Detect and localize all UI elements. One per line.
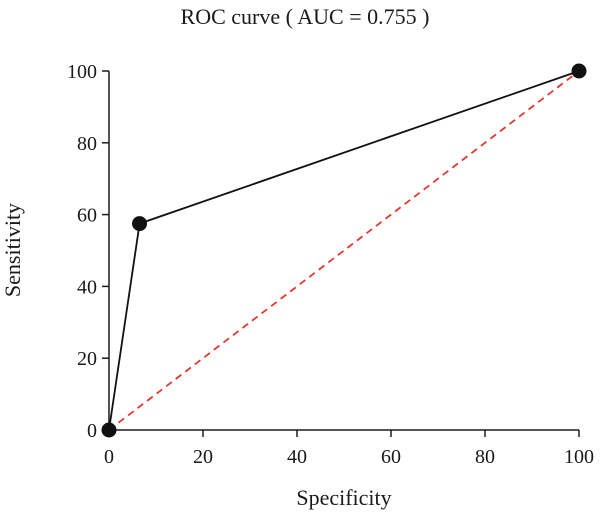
y-axis-ticks: 0 20 40 60 80 100	[67, 61, 109, 442]
x-tick-label: 40	[287, 446, 307, 468]
roc-data-point	[101, 422, 117, 438]
chart-title: ROC curve ( AUC = 0.755 )	[181, 4, 430, 29]
x-tick-label: 100	[564, 446, 594, 468]
y-tick-label: 100	[67, 61, 97, 83]
x-axis-ticks: 0 20 40 60 80 100	[104, 430, 594, 468]
y-axis-label: Sensitivity	[0, 203, 25, 297]
y-tick-label: 0	[87, 420, 97, 442]
x-tick-label: 80	[475, 446, 495, 468]
roc-data-point	[132, 216, 148, 232]
x-axis-label: Specificity	[296, 485, 391, 510]
y-tick-label: 20	[77, 348, 97, 370]
x-tick-label: 0	[104, 446, 114, 468]
y-tick-label: 60	[77, 205, 97, 227]
y-tick-label: 40	[77, 276, 97, 298]
series-layer	[101, 63, 587, 438]
x-tick-label: 60	[381, 446, 401, 468]
roc-data-point	[571, 63, 587, 79]
y-tick-label: 80	[77, 133, 97, 155]
reference-diagonal-line	[108, 70, 580, 431]
x-tick-label: 20	[193, 446, 213, 468]
